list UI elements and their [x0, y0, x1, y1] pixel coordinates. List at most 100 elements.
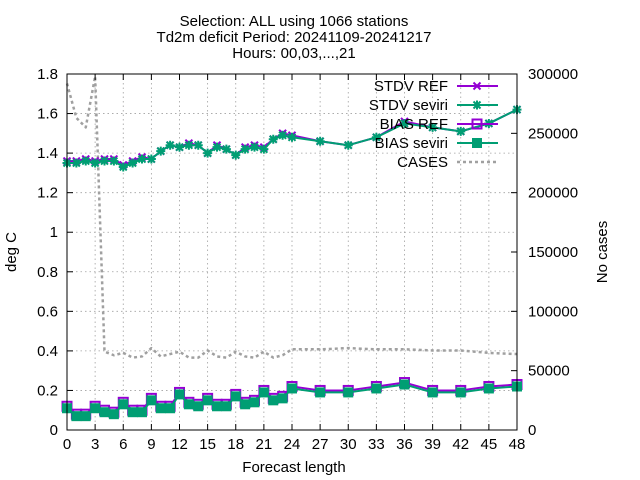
legend-marker [472, 81, 482, 91]
y-tick-label: 0.6 [37, 303, 58, 320]
y-tick-label: 0.8 [37, 264, 58, 281]
data-point-bias-seviri [230, 391, 241, 402]
data-point-bias-seviri [174, 389, 185, 400]
y-tick-label: 0 [50, 422, 58, 439]
x-axis-ticks: 0 3 6 9 12 15 18 21 24 27 30 33 36 39 42 45 48 [63, 74, 526, 453]
y-tick-label: 0.2 [37, 382, 58, 399]
data-point-stdv-seviri [184, 140, 194, 150]
data-point-bias-seviri [315, 387, 326, 398]
data-point-bias-seviri [137, 407, 147, 418]
data-point-stdv-seviri [456, 126, 466, 136]
data-point-bias-seviri [258, 387, 269, 398]
x-tick-label: 24 [284, 436, 301, 453]
x-tick-label: 33 [368, 436, 385, 453]
chart-title-line-2: Td2m deficit Period: 20241109-20241217 [157, 29, 432, 46]
x-tick-label: 0 [63, 436, 71, 453]
data-point-bias-seviri [165, 403, 176, 414]
data-point-stdv-seviri [400, 118, 409, 128]
data-point-bias-seviri [202, 395, 213, 406]
data-point-bias-seviri [427, 387, 438, 398]
data-point-stdv-seviri [81, 156, 91, 166]
data-point-bias-seviri [193, 401, 204, 412]
x-tick-label: 42 [452, 436, 469, 453]
data-point-bias-seviri [127, 407, 138, 418]
y2-tick-label: 250000 [528, 125, 578, 142]
data-point-stdv-seviri [203, 148, 213, 158]
series-stdv-seviri [62, 105, 522, 172]
x-axis-label: Forecast length [242, 459, 345, 476]
y-tick-label: 1.6 [37, 106, 58, 123]
y2-tick-label: 150000 [528, 244, 578, 261]
legend-entry-bias-seviri: BIAS seviri [375, 135, 498, 152]
data-point-bias-seviri [343, 387, 354, 398]
data-point-stdv-seviri [287, 132, 297, 142]
y2-axis-label: No cases [594, 221, 611, 284]
x-tick-label: 21 [256, 436, 273, 453]
y-tick-label: 1.2 [37, 185, 58, 202]
x-tick-label: 15 [199, 436, 216, 453]
x-tick-label: 39 [424, 436, 441, 453]
data-point-bias-seviri [99, 407, 110, 418]
data-point-bias-seviri [371, 383, 382, 394]
data-point-bias-seviri [212, 401, 222, 412]
data-point-stdv-seviri [175, 142, 184, 152]
y2-axis-ticks: 0 50000 100000 150000 200000 250000 300000 [511, 66, 578, 439]
x-tick-label: 45 [481, 436, 498, 453]
data-point-stdv-seviri [343, 140, 353, 150]
y2-tick-label: 50000 [528, 363, 570, 380]
x-tick-label: 48 [509, 436, 526, 453]
data-point-bias-seviri [183, 399, 194, 410]
data-point-stdv-seviri [240, 144, 250, 154]
chart-title-line-1: Selection: ALL using 1066 stations [180, 13, 409, 30]
legend-label: CASES [397, 154, 448, 171]
legend: STDV REF STDV seviri BIAS REF BIAS seviri CA… [369, 78, 498, 171]
y2-tick-label: 100000 [528, 303, 578, 320]
legend-label: STDV seviri [369, 97, 448, 114]
data-point-stdv-seviri [315, 136, 325, 146]
data-point-bias-seviri [146, 395, 157, 406]
legend-entry-bias-ref: BIAS REF [380, 116, 498, 133]
data-point-stdv-seviri [165, 140, 175, 150]
data-point-stdv-seviri [100, 156, 109, 166]
chart-title-line-3: Hours: 00,03,...,21 [232, 45, 355, 62]
chart-title: Selection: ALL using 1066 stations Td2m … [157, 13, 432, 62]
data-point-bias-seviri [240, 399, 251, 410]
data-point-stdv-seviri [371, 132, 381, 142]
data-point-bias-seviri [71, 411, 82, 422]
data-point-bias-seviri [455, 387, 466, 398]
data-point-stdv-seviri [259, 144, 269, 154]
y-axis-label: deg C [3, 232, 20, 272]
legend-entry-stdv-seviri: STDV seviri [369, 97, 498, 114]
y-axis-ticks: 0 0.2 0.4 0.6 0.8 1 1.2 1.4 1.6 1.8 [37, 66, 73, 439]
data-point-stdv-seviri [71, 158, 81, 168]
y2-tick-label: 200000 [528, 185, 578, 202]
data-point-bias-seviri [399, 379, 410, 390]
data-point-stdv-seviri [146, 154, 156, 164]
y-tick-label: 1.8 [37, 66, 58, 83]
series-cases [65, 75, 518, 359]
x-tick-label: 9 [147, 436, 155, 453]
data-point-stdv-seviri [156, 146, 166, 156]
legend-label: STDV REF [374, 78, 448, 95]
data-point-stdv-seviri [118, 162, 128, 172]
data-point-bias-seviri [80, 411, 91, 422]
data-point-stdv-seviri [109, 156, 119, 166]
x-tick-label: 27 [312, 436, 329, 453]
data-point-stdv-seviri [268, 134, 278, 144]
x-tick-label: 36 [396, 436, 413, 453]
x-tick-label: 30 [340, 436, 357, 453]
y-tick-label: 1 [50, 224, 58, 241]
legend-marker [472, 138, 482, 148]
y-tick-label: 1.4 [37, 145, 58, 162]
x-tick-label: 6 [119, 436, 127, 453]
legend-label: BIAS seviri [375, 135, 448, 152]
legend-label: BIAS REF [380, 116, 448, 133]
data-point-bias-seviri [249, 397, 260, 408]
y2-tick-label: 0 [528, 422, 536, 439]
data-point-stdv-seviri [221, 144, 231, 154]
data-point-bias-seviri [268, 395, 279, 406]
series-line-cases [65, 75, 518, 359]
y2-tick-label: 300000 [528, 66, 578, 83]
legend-entry-stdv-ref: STDV REF [374, 78, 498, 95]
